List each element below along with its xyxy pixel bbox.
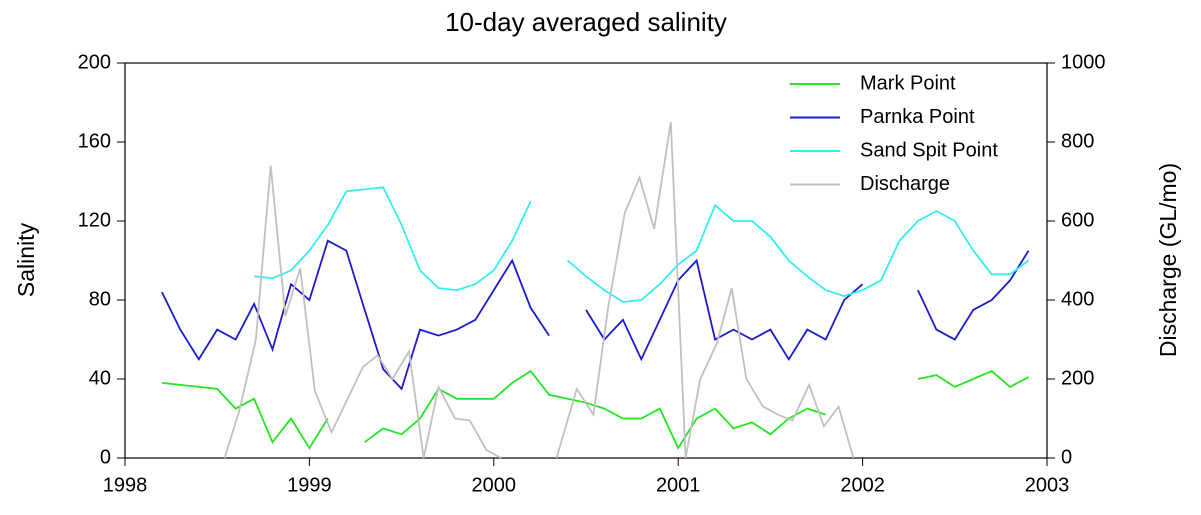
y2-tick-label: 800 [1061,130,1094,152]
y-tick-label: 120 [78,209,111,231]
y-tick-label: 40 [89,367,111,389]
series-line [161,369,1030,450]
legend-label: Discharge [860,173,950,195]
y-tick-label: 80 [89,288,111,310]
x-tick-label: 2001 [656,474,701,496]
y-tick-label: 160 [78,130,111,152]
chart-title: 10-day averaged salinity [445,7,727,37]
x-tick-label: 1998 [103,474,148,496]
y2-tick-label: 1000 [1061,51,1106,73]
y2-axis-label: Discharge (GL/mo) [1155,163,1181,357]
series-line [254,186,1030,303]
x-tick-label: 2003 [1025,474,1070,496]
y-axis-label: Salinity [13,222,39,297]
y2-tick-label: 600 [1061,209,1094,231]
legend-label: Sand Spit Point [860,139,998,161]
legend-label: Mark Point [860,72,956,94]
x-tick-label: 2000 [472,474,517,496]
x-tick-label: 1999 [287,474,332,496]
y-tick-label: 200 [78,51,111,73]
series-line [223,122,855,459]
plot-frame [124,62,1048,459]
legend-label: Parnka Point [860,106,975,128]
series-line [161,239,1030,391]
y-tick-label: 0 [100,446,111,468]
y2-tick-label: 200 [1061,367,1094,389]
x-tick-label: 2002 [840,474,885,496]
y2-tick-label: 0 [1061,446,1072,468]
y2-tick-label: 400 [1061,288,1094,310]
